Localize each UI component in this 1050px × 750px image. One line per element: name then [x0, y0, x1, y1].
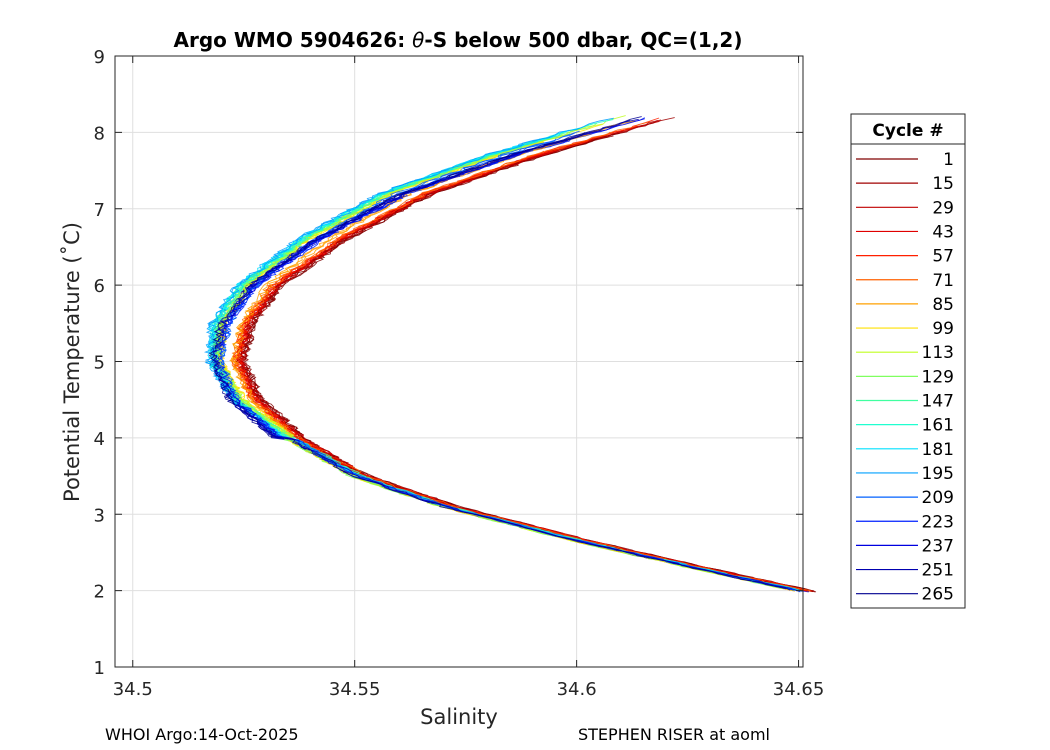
- x-tick-label: 34.5: [113, 679, 153, 700]
- x-axis-label: Salinity: [420, 705, 498, 729]
- y-tick-label: 1: [94, 658, 105, 679]
- legend-label-1: 1: [943, 150, 954, 170]
- y-tick-label: 8: [94, 123, 105, 144]
- profile-line-cycle-1: [240, 132, 813, 593]
- legend-label-161: 161: [922, 416, 954, 436]
- legend-label-29: 29: [932, 198, 954, 218]
- y-tick-label: 7: [94, 200, 105, 221]
- legend-label-181: 181: [922, 440, 954, 460]
- x-tick-label: 34.65: [773, 679, 825, 700]
- profile-line-cycle-1: [237, 126, 813, 592]
- legend-label-99: 99: [932, 319, 954, 339]
- profile-line-cycle-29: [239, 120, 801, 590]
- profile-line-cycle-265: [209, 132, 791, 591]
- legend-label-237: 237: [922, 536, 954, 556]
- legend-label-251: 251: [922, 561, 954, 581]
- profile-line-cycle-223: [213, 150, 793, 590]
- profile-line-cycle-15: [238, 117, 815, 592]
- y-tick-label: 5: [94, 353, 105, 374]
- profile-line-cycle-195: [204, 117, 797, 592]
- profile-line-cycle-237: [212, 150, 794, 591]
- y-tick-label: 3: [94, 505, 105, 526]
- legend-label-57: 57: [932, 247, 954, 267]
- y-tick-label: 4: [94, 429, 105, 450]
- legend-label-195: 195: [922, 464, 954, 484]
- profile-line-cycle-161: [209, 119, 796, 591]
- x-tick-label: 34.55: [329, 679, 381, 700]
- profile-line-cycle-237: [212, 147, 798, 591]
- legend-title: Cycle #: [872, 121, 943, 141]
- y-axis-label: Potential Temperature (˚C): [60, 222, 84, 502]
- legend-label-113: 113: [922, 343, 954, 363]
- profile-line-cycle-129: [211, 147, 795, 591]
- legend-label-265: 265: [922, 585, 954, 605]
- footer-operator: STEPHEN RISER at aoml: [578, 725, 770, 744]
- profile-line-cycle-1: [240, 135, 817, 593]
- legend-label-85: 85: [932, 295, 954, 315]
- legend-label-15: 15: [932, 174, 954, 194]
- y-tick-label: 2: [94, 582, 105, 603]
- x-tick-label: 34.6: [557, 679, 597, 700]
- y-tick-label: 9: [94, 47, 105, 68]
- axis-ticks: 34.5 34.55 34.6 34.65 1 2 3 4 5 6 7 8 9: [94, 47, 825, 700]
- legend-items: 1 15 29 43 57 71 85 99 113 129 147 161 181 195 209 223 2…: [856, 150, 954, 605]
- legend-label-223: 223: [922, 512, 954, 532]
- legend-label-147: 147: [922, 392, 954, 412]
- profile-line-cycle-29: [237, 119, 798, 589]
- footer-credit: WHOI Argo:14-Oct-2025: [105, 725, 299, 744]
- profile-line-cycle-71: [231, 121, 814, 593]
- chart-title: Argo WMO 5904626: θ-S below 500 dbar, QC…: [174, 28, 743, 52]
- legend-box: [850, 113, 966, 609]
- legend-label-129: 129: [922, 367, 954, 387]
- legend: Cycle # 1 15 29 43 57 71 85 99 113 129 147 161 181 19…: [850, 113, 966, 609]
- profile-line-cycle-85: [229, 120, 788, 590]
- legend-label-43: 43: [932, 222, 954, 242]
- y-tick-label: 6: [94, 276, 105, 297]
- profile-lines: [203, 115, 817, 593]
- profile-line-cycle-57: [232, 117, 802, 590]
- legend-label-209: 209: [922, 488, 954, 508]
- profile-line-cycle-15: [238, 119, 799, 590]
- legend-label-71: 71: [932, 271, 954, 291]
